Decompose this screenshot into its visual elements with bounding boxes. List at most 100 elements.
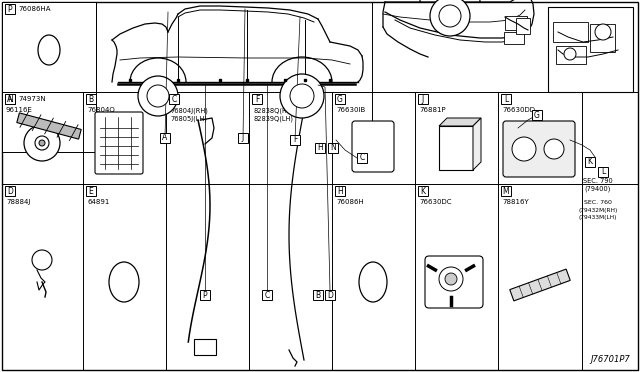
- Ellipse shape: [38, 35, 60, 65]
- Circle shape: [445, 273, 457, 285]
- Bar: [504, 32, 524, 44]
- Bar: [505, 16, 527, 30]
- Polygon shape: [473, 118, 481, 170]
- Text: P: P: [8, 4, 12, 13]
- Bar: [194, 339, 216, 355]
- Circle shape: [32, 250, 52, 270]
- Bar: [590, 24, 615, 52]
- Ellipse shape: [109, 262, 139, 302]
- Text: C: C: [264, 291, 269, 299]
- Circle shape: [35, 136, 49, 150]
- Bar: [585, 157, 595, 167]
- Bar: [548, 7, 633, 92]
- Bar: [262, 290, 272, 300]
- Text: 76630DD: 76630DD: [502, 107, 535, 113]
- Text: H: H: [337, 186, 343, 196]
- Text: E: E: [88, 186, 93, 196]
- Text: 76881P: 76881P: [419, 107, 445, 113]
- Bar: [501, 94, 511, 104]
- FancyBboxPatch shape: [95, 112, 143, 174]
- Bar: [418, 186, 428, 196]
- Bar: [325, 290, 335, 300]
- Circle shape: [439, 5, 461, 27]
- Bar: [315, 143, 325, 153]
- Ellipse shape: [359, 262, 387, 302]
- Text: P: P: [203, 291, 207, 299]
- Text: SEC. 760: SEC. 760: [584, 200, 612, 205]
- Bar: [335, 186, 345, 196]
- Circle shape: [512, 137, 536, 161]
- Text: K: K: [588, 157, 593, 167]
- Text: G: G: [534, 110, 540, 119]
- Text: 78816Y: 78816Y: [502, 199, 529, 205]
- Bar: [160, 133, 170, 143]
- Text: K: K: [420, 186, 426, 196]
- Text: B: B: [88, 94, 93, 103]
- Circle shape: [39, 140, 45, 146]
- Text: (79400): (79400): [585, 186, 611, 192]
- Bar: [252, 94, 262, 104]
- Bar: [169, 94, 179, 104]
- Text: A: A: [163, 134, 168, 142]
- Polygon shape: [509, 269, 570, 301]
- Bar: [5, 186, 15, 196]
- Circle shape: [595, 24, 611, 40]
- Text: SEC. 790: SEC. 790: [583, 178, 613, 184]
- Text: D: D: [7, 186, 13, 196]
- Text: H: H: [317, 144, 323, 153]
- Text: G: G: [337, 94, 343, 103]
- Bar: [86, 94, 96, 104]
- Text: 82838Q(RH): 82838Q(RH): [253, 107, 294, 113]
- Bar: [86, 186, 96, 196]
- Bar: [2, 2, 96, 92]
- Text: L: L: [504, 94, 508, 103]
- Text: 76086HA: 76086HA: [18, 6, 51, 12]
- Circle shape: [147, 85, 169, 107]
- Bar: [200, 290, 210, 300]
- Bar: [238, 133, 248, 143]
- Text: 76804Q: 76804Q: [87, 107, 115, 113]
- Text: (79432M(RH): (79432M(RH): [579, 208, 618, 213]
- Text: F: F: [255, 94, 259, 103]
- Circle shape: [138, 76, 178, 116]
- Bar: [553, 22, 588, 42]
- Text: (79433M(LH): (79433M(LH): [579, 215, 617, 220]
- Text: F: F: [293, 135, 297, 144]
- Bar: [598, 167, 608, 177]
- Circle shape: [24, 125, 60, 161]
- Text: 74973N: 74973N: [18, 96, 45, 102]
- Circle shape: [439, 267, 463, 291]
- Polygon shape: [439, 118, 481, 126]
- Text: N: N: [7, 94, 13, 103]
- Circle shape: [564, 48, 576, 60]
- Circle shape: [544, 139, 564, 159]
- Text: 76630DC: 76630DC: [419, 199, 451, 205]
- Text: J: J: [242, 134, 244, 142]
- Text: L: L: [601, 167, 605, 176]
- Bar: [5, 4, 15, 14]
- Circle shape: [290, 84, 314, 108]
- Text: 76805J(LH): 76805J(LH): [170, 116, 207, 122]
- FancyBboxPatch shape: [352, 121, 394, 172]
- Text: 76086H: 76086H: [336, 199, 364, 205]
- FancyBboxPatch shape: [503, 121, 575, 177]
- Text: 76804J(RH): 76804J(RH): [170, 107, 208, 113]
- Text: J76701P7: J76701P7: [590, 355, 630, 364]
- Bar: [313, 290, 323, 300]
- Text: C: C: [172, 94, 177, 103]
- Text: 64891: 64891: [87, 199, 109, 205]
- Text: M: M: [502, 186, 509, 196]
- Bar: [439, 126, 473, 170]
- Bar: [516, 18, 530, 34]
- Text: B: B: [316, 291, 321, 299]
- Text: J: J: [422, 94, 424, 103]
- Text: A: A: [8, 94, 13, 103]
- Text: 96116E: 96116E: [6, 107, 33, 113]
- Text: N: N: [330, 144, 336, 153]
- Polygon shape: [17, 113, 81, 139]
- Bar: [556, 46, 586, 64]
- Bar: [418, 94, 428, 104]
- FancyBboxPatch shape: [425, 256, 483, 308]
- Bar: [2, 92, 96, 152]
- Text: 82839Q(LH): 82839Q(LH): [253, 116, 293, 122]
